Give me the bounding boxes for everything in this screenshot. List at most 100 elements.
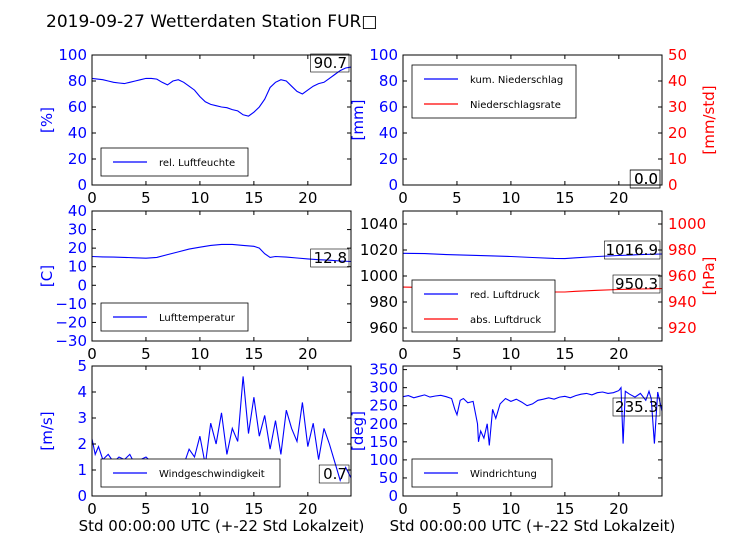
legend-box: [411, 279, 556, 333]
y-right-tick-label: 940: [668, 293, 697, 311]
x-tick-label: 10: [501, 500, 520, 518]
y-tick-label: −10: [55, 295, 87, 313]
x-tick-label: 5: [452, 500, 462, 518]
series-line-winddirection-1: [402, 386, 663, 446]
x-tick-label: 10: [190, 345, 209, 363]
x-tick-label: 10: [501, 189, 520, 207]
x-tick-label: 5: [141, 189, 151, 207]
plot-frame-temperature: [91, 210, 352, 342]
annotation-box: [318, 464, 350, 484]
legend-box: [100, 458, 281, 488]
y-tick-label: −20: [55, 313, 87, 331]
x-tick-label: 5: [452, 345, 462, 363]
y-tick-label: 1: [77, 461, 87, 479]
x-axis-label: Std 00:00:00 UTC (+-22 Std Lokalzeit): [79, 517, 365, 535]
y-tick-label: 100: [369, 46, 398, 64]
y-tick-label: 20: [379, 150, 398, 168]
x-tick-label: 15: [555, 345, 574, 363]
panel-windspeed: 0 5 10 15 20 0 1 2 3 4 5 [m/s] Std 00:00:00 UTC (+-2…: [38, 357, 364, 535]
series-line-temperature-1: [91, 243, 352, 263]
x-tick-label: 20: [609, 189, 628, 207]
x-tick-label: 0: [87, 189, 97, 207]
value-annotation: 90.7: [314, 54, 347, 72]
y-tick-label: 60: [379, 98, 398, 116]
y-tick-label: 1000: [360, 267, 398, 285]
plot-frame-windspeed: [91, 365, 352, 497]
x-tick-label: 0: [87, 345, 97, 363]
value-annotation: 1016.9: [606, 241, 659, 259]
y-tick-label: 10: [68, 258, 87, 276]
plot-frame-humidity: [91, 54, 352, 186]
x-tick-label: 0: [398, 500, 408, 518]
annotation-box: [604, 240, 661, 260]
legend-label: abs. Luftdruck: [470, 315, 541, 326]
y-right-tick-label: 0: [668, 176, 678, 194]
x-tick-label: 20: [609, 345, 628, 363]
y-tick-label: 30: [68, 221, 87, 239]
y-right-tick-label: 1000: [668, 215, 706, 233]
x-tick-label: 5: [141, 345, 151, 363]
panel-temperature: 0 5 10 15 20−30−20−10010203040[C]Lufttempera…: [38, 202, 352, 363]
y-tick-label: 980: [369, 293, 398, 311]
y-right-tick-label: 20: [668, 124, 687, 142]
y-tick-label: 200: [369, 415, 398, 433]
y-tick-label: 960: [369, 319, 398, 337]
y-right-tick-label: 10: [668, 150, 687, 168]
value-annotation: 0.7: [323, 465, 347, 483]
y-tick-label: −30: [55, 332, 87, 350]
y-axis-label: [mm]: [349, 100, 367, 141]
y-tick-label: 20: [68, 150, 87, 168]
y-tick-label: 1040: [360, 215, 398, 233]
y-axis-label: [deg]: [349, 411, 367, 451]
y-tick-label: 0: [388, 176, 398, 194]
value-annotation: 235.3: [615, 398, 658, 416]
value-annotation: 0.0: [634, 170, 658, 188]
x-tick-label: 20: [298, 500, 317, 518]
plot-frame-precipitation: [402, 54, 663, 186]
y-right-axis-label: [mm/std]: [700, 85, 718, 154]
y-tick-label: 80: [379, 72, 398, 90]
y-axis-label: [%]: [38, 107, 56, 133]
y-tick-label: 5: [77, 357, 87, 375]
series-line-humidity-1: [91, 66, 352, 117]
y-tick-label: 150: [369, 433, 398, 451]
chart-title: 2019-09-27 Wetterdaten Station FUR□: [46, 12, 377, 32]
panel-humidity: 0 5 10 15 20 0 20 40 60 80 100 [%] rel. Luftfeuchte 9…: [38, 46, 352, 207]
y-right-tick-label: 40: [668, 72, 687, 90]
y-tick-label: 60: [68, 98, 87, 116]
x-tick-label: 0: [398, 189, 408, 207]
y-right-axis-label: [hPa]: [700, 257, 718, 296]
annotation-box: [629, 169, 661, 189]
y-right-tick-label: 50: [668, 46, 687, 64]
x-tick-label: 20: [298, 345, 317, 363]
y-axis-label: [C]: [38, 265, 56, 287]
series-line-pressure-1: [402, 252, 663, 260]
x-tick-label: 5: [452, 189, 462, 207]
y-tick-label: 40: [379, 124, 398, 142]
y-tick-label: 4: [77, 383, 87, 401]
y-tick-label: 0: [77, 276, 87, 294]
y-tick-label: 0: [388, 487, 398, 505]
y-tick-label: 100: [58, 46, 87, 64]
panel-pressure: 0 5 10 15 20 960 980 1000 1020 1040 920 940 960 980 10…: [360, 210, 718, 363]
annotation-box: [310, 53, 350, 73]
x-tick-label: 0: [398, 345, 408, 363]
y-right-tick-label: 960: [668, 267, 697, 285]
x-tick-label: 0: [87, 500, 97, 518]
x-tick-label: 20: [609, 500, 628, 518]
x-tick-label: 15: [244, 345, 263, 363]
x-axis-label: Std 00:00:00 UTC (+-22 Std Lokalzeit): [390, 517, 676, 535]
x-tick-label: 10: [501, 345, 520, 363]
x-tick-label: 10: [190, 500, 209, 518]
y-tick-label: 1020: [360, 241, 398, 259]
legend-label: Windrichtung: [470, 469, 537, 480]
y-tick-label: 40: [68, 202, 87, 220]
y-axis-label: [m/s]: [38, 411, 56, 450]
y-tick-label: 0: [77, 176, 87, 194]
x-tick-label: 20: [298, 189, 317, 207]
y-tick-label: 350: [369, 361, 398, 379]
value-annotation: 12.8: [314, 249, 347, 267]
value-annotation: 0.0: [634, 170, 658, 188]
